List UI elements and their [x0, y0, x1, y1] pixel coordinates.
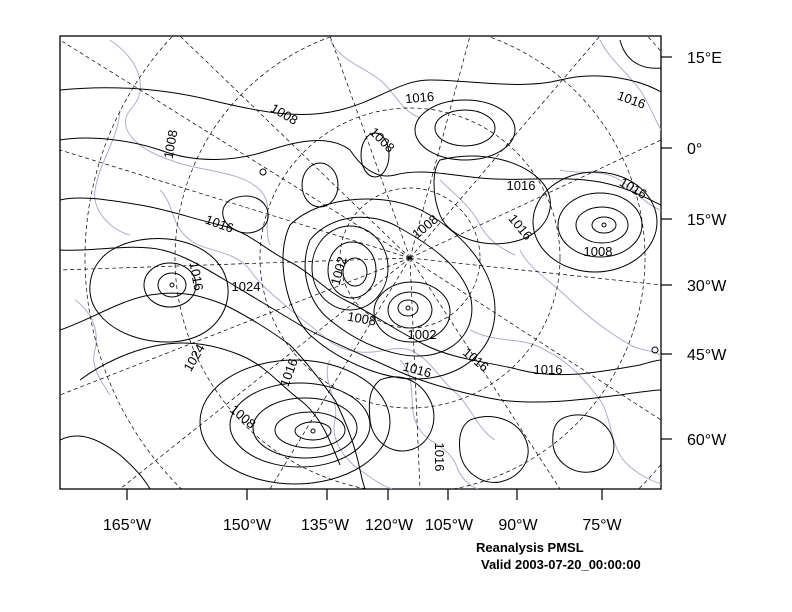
tick-marks [126, 56, 672, 500]
contour-label: 1016 [534, 362, 563, 377]
lat-label-60w: 60°W [687, 432, 727, 449]
contour-label: 1008 [346, 309, 377, 329]
map-title: Reanalysis PMSL [476, 540, 584, 555]
pmsl-contours [60, 39, 661, 489]
plot-frame [59, 35, 662, 490]
lat-label-30w: 30°W [687, 278, 727, 295]
lon-label-90w: 90°W [498, 517, 538, 534]
lon-label-135w: 135°W [301, 517, 350, 534]
lat-label-0: 0° [687, 141, 702, 158]
contour-label: 1016 [432, 443, 447, 472]
valid-time: Valid 2003-07-20_00:00:00 [481, 557, 641, 572]
lon-label-165w: 165°W [103, 517, 152, 534]
lat-label-15e: 15°E [687, 50, 722, 67]
longitude-labels: 165°W 150°W 135°W 120°W 105°W 90°W 75°W [103, 517, 623, 534]
lon-label-75w: 75°W [582, 517, 622, 534]
latitude-labels: 15°E 0° 15°W 30°W 45°W 60°W [687, 50, 727, 449]
lat-label-45w: 45°W [687, 347, 727, 364]
contour-label: 1008 [584, 244, 613, 259]
graticule [60, 36, 661, 489]
contour-label: 1016 [405, 89, 435, 106]
contour-label: 1016 [401, 359, 433, 381]
lat-label-15w: 15°W [687, 212, 727, 229]
coastlines [74, 39, 661, 489]
center-marks [169, 168, 659, 434]
contour-label: 1008 [161, 129, 181, 160]
contour-label: 1016 [507, 178, 536, 193]
contour-label: 1002 [408, 327, 437, 342]
contour-label: 1024 [232, 279, 261, 294]
lon-label-120w: 120°W [365, 517, 414, 534]
contour-label: 1016 [187, 261, 207, 292]
contour-label: 1002 [328, 255, 350, 287]
lon-label-150w: 150°W [223, 517, 272, 534]
lon-label-105w: 105°W [425, 517, 474, 534]
